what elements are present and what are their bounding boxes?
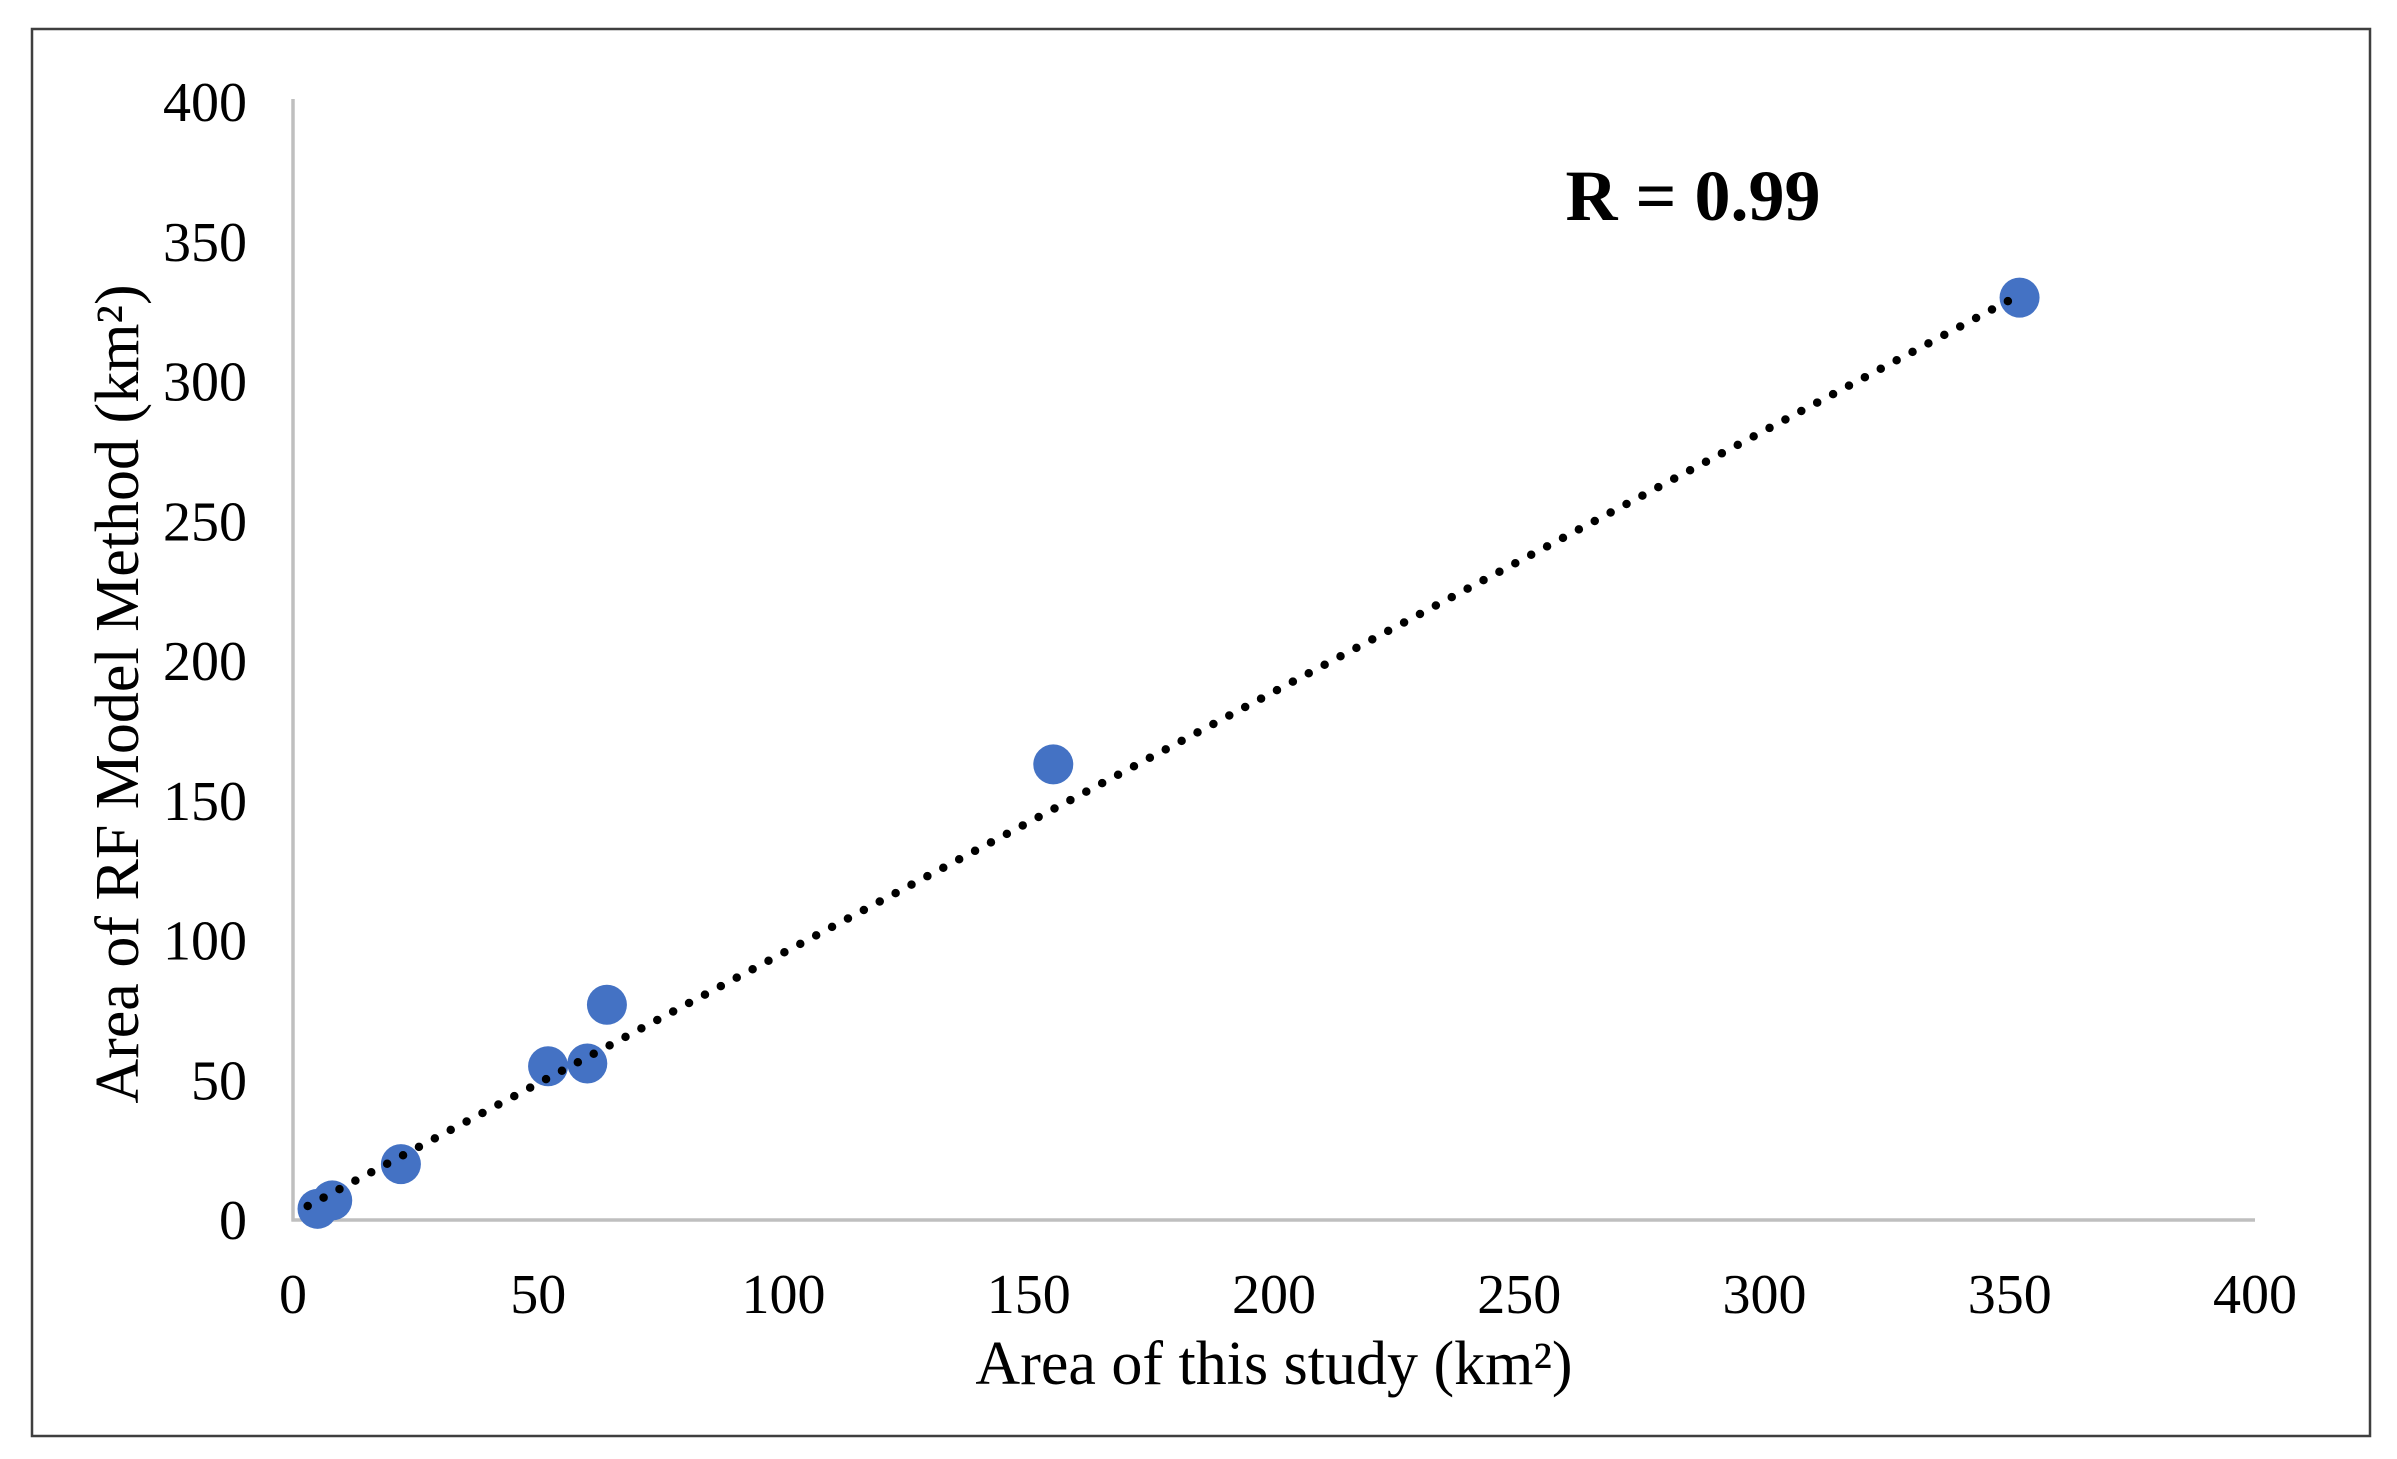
y-tick-label: 300 [163,352,247,414]
y-tick-label: 50 [191,1050,247,1112]
x-tick-label: 300 [1723,1264,1807,1326]
scatter-point [586,984,627,1025]
y-tick-label: 400 [163,72,247,134]
y-tick-label: 200 [163,631,247,693]
x-tick-label: 200 [1232,1264,1316,1326]
y-tick-label: 250 [163,491,247,553]
y-tick-label: 150 [163,771,247,833]
scatter-point [380,1144,421,1185]
y-tick-label: 100 [163,911,247,973]
x-tick-label: 350 [1968,1264,2052,1326]
scatter-points [297,277,2040,1229]
y-axis-tick-labels: 0 50 100 150 200 250 300 350 400 [163,72,247,1252]
x-tick-label: 400 [2213,1264,2297,1326]
y-tick-label: 0 [219,1190,247,1252]
y-axis-title: Area of RF Model Method (km²) [84,284,152,1103]
figure-border [30,27,2372,1438]
scatter-point [528,1046,569,1087]
scatter-point [1033,744,1074,785]
r-annotation: R = 0.99 [1565,156,1820,236]
x-axis-title: Area of this study (km²) [975,1330,1572,1398]
scatter-point [312,1180,353,1221]
scatter-point [1999,277,2040,318]
x-tick-label: 250 [1477,1264,1561,1326]
x-tick-label: 0 [279,1264,307,1326]
x-tick-label: 50 [510,1264,566,1326]
y-tick-label: 350 [163,212,247,274]
x-tick-label: 100 [742,1264,826,1326]
x-axis-tick-labels: 0 50 100 150 200 250 300 350 400 [279,1264,2297,1326]
trendline [303,290,2024,1211]
scatter-point [567,1043,608,1084]
x-tick-label: 150 [987,1264,1071,1326]
